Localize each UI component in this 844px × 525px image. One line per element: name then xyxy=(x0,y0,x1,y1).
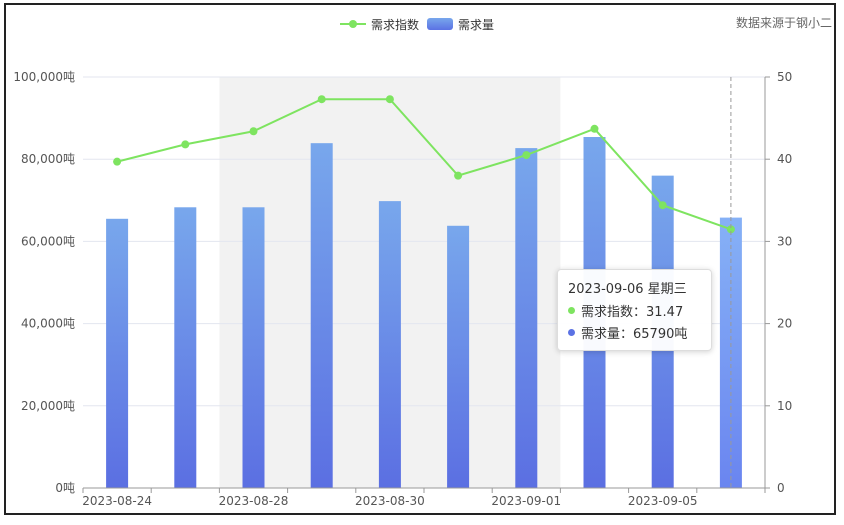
line-point xyxy=(726,225,735,234)
bar xyxy=(174,207,197,489)
y-left-tick-label: 60,000吨 xyxy=(21,234,75,248)
bar xyxy=(242,207,265,489)
line-point xyxy=(522,151,531,160)
bar xyxy=(310,143,333,488)
tooltip-dot-bar xyxy=(568,329,575,336)
y-right-tick-label: 50 xyxy=(777,70,792,84)
y-right-tick-label: 10 xyxy=(777,399,792,413)
legend-label-demand-index: 需求指数 xyxy=(371,17,420,32)
tooltip-title: 2023-09-06 星期三 xyxy=(568,282,687,297)
y-left-tick-label: 40,000吨 xyxy=(21,317,75,331)
tooltip-demand-volume: 需求量：65790吨 xyxy=(581,327,688,342)
line-point xyxy=(385,95,394,104)
legend-label-demand-volume: 需求量 xyxy=(458,17,495,32)
legend-item-demand-index[interactable]: 需求指数 xyxy=(340,16,419,33)
line-point xyxy=(658,201,667,210)
line-point xyxy=(317,95,326,104)
y-left-tick-label: 20,000吨 xyxy=(21,399,75,413)
legend-item-demand-volume[interactable]: 需求量 xyxy=(427,16,494,33)
bar xyxy=(447,225,470,489)
line-point xyxy=(590,124,599,133)
line-point xyxy=(181,140,190,149)
legend-line-icon xyxy=(340,18,366,30)
x-tick-label: 2023-09-01 xyxy=(491,494,561,508)
x-tick-label: 2023-08-24 xyxy=(82,494,152,508)
line-point xyxy=(113,157,122,166)
legend-bar-icon xyxy=(427,18,454,30)
tooltip-row-demand-volume: 需求量：65790吨 xyxy=(568,323,701,342)
y-left-tick-label: 100,000吨 xyxy=(13,70,75,84)
tooltip-dot-line xyxy=(568,307,575,314)
y-right-tick-label: 0 xyxy=(777,481,785,495)
x-tick-label: 2023-08-28 xyxy=(219,494,289,508)
line-point xyxy=(454,171,463,180)
line-series xyxy=(116,98,732,231)
y-left-tick-label: 0吨 xyxy=(55,481,75,495)
y-right-tick-label: 40 xyxy=(777,152,792,166)
data-source-label: 数据来源于钢小二 xyxy=(735,16,832,30)
bar xyxy=(106,218,129,489)
y-left-tick-label: 80,000吨 xyxy=(21,152,75,166)
tooltip-row-demand-index: 需求指数：31.47 xyxy=(568,301,701,320)
tooltip-demand-index: 需求指数：31.47 xyxy=(581,305,684,320)
chart-tooltip: 2023-09-06 星期三 需求指数：31.47 需求量：65790吨 xyxy=(557,269,712,351)
x-tick-label: 2023-09-05 xyxy=(628,494,698,508)
bar xyxy=(515,148,538,488)
line-point xyxy=(249,127,258,136)
legend: 需求指数 需求量 xyxy=(340,14,494,34)
y-right-tick-label: 20 xyxy=(777,317,792,331)
x-tick-label: 2023-08-30 xyxy=(355,494,425,508)
bar xyxy=(378,201,401,488)
y-right-tick-label: 30 xyxy=(777,234,792,248)
